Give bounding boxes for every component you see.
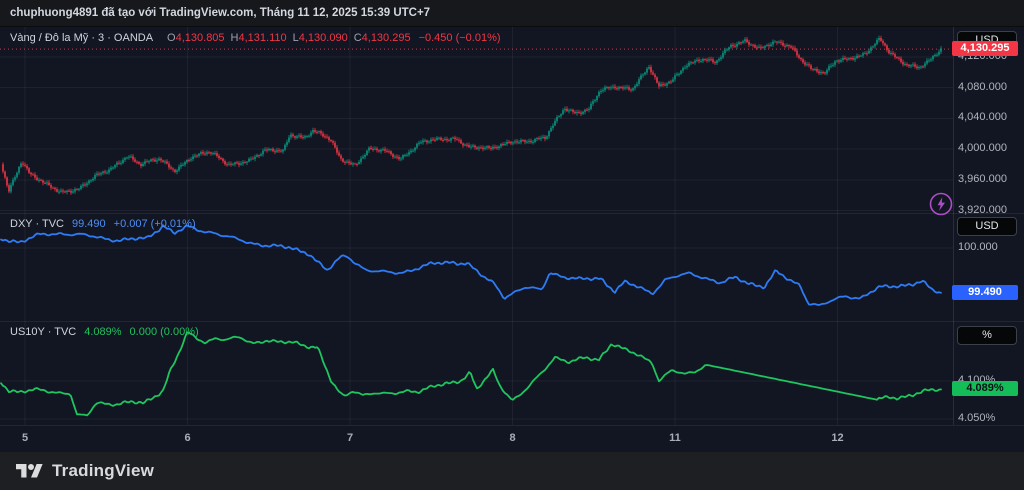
gold-legend: Vàng / Đô la Mỹ · 3 · OANDA O4,130.805 H4,… [10, 32, 501, 44]
dxy-line-plot[interactable] [0, 213, 1024, 321]
ohlc-low-key: L [292, 32, 299, 44]
footer-bar: TradingView [0, 452, 1024, 490]
attribution-bar: chuphuong4891 đã tạo với TradingView.com… [0, 0, 1024, 27]
ohlc-close-key: C [353, 32, 362, 44]
price-scale-divider [953, 27, 954, 425]
panel-divider[interactable] [0, 321, 1024, 322]
gold-price-tick-label: 3,960.000 [958, 172, 1007, 185]
ohlc-high-key: H [230, 32, 239, 44]
panel-dxy[interactable]: DXY · TVC 99.490 +0.007 (+0.01%) [0, 213, 1024, 321]
panel-gold[interactable]: Vàng / Đô la Mỹ · 3 · OANDA O4,130.805 H4,… [0, 27, 1024, 213]
gold-price-tick-label: 4,000.000 [958, 142, 1007, 155]
ohlc-high-value: 4,131.110 [238, 32, 287, 44]
lightning-icon [929, 192, 953, 216]
dxy-scale-unit-button[interactable]: USD [957, 217, 1017, 236]
boost-lightning-button[interactable] [928, 191, 954, 217]
us10y-line-plot[interactable] [0, 321, 1024, 425]
chart-area[interactable]: Vàng / Đô la Mỹ · 3 · OANDA O4,130.805 H4,… [0, 27, 1024, 452]
us10y-change: 0.000 (0.00%) [129, 326, 199, 338]
gold-symbol-title[interactable]: Vàng / Đô la Mỹ · 3 · OANDA [10, 32, 154, 44]
dxy-symbol-title[interactable]: DXY · TVC [10, 218, 64, 230]
gold-price-tick-label: 4,080.000 [958, 80, 1007, 93]
tradingview-logo-icon[interactable] [16, 461, 43, 482]
gold-change: −0.450 (−0.01%) [418, 32, 501, 44]
ohlc-close-value: 4,130.295 [361, 32, 411, 44]
us10y-scale-unit-button[interactable]: % [957, 326, 1017, 345]
time-axis[interactable]: 5 6 7 8 11 12 [0, 425, 1024, 452]
us10y-legend: US10Y · TVC 4.089% 0.000 (0.00%) [10, 326, 199, 338]
panel-divider[interactable] [0, 213, 1024, 214]
ohlc-open-value: 4,130.805 [175, 32, 225, 44]
dxy-change: +0.007 (+0.01%) [113, 218, 196, 230]
us10y-price-badge: 4.089% [952, 381, 1018, 397]
us10y-price-tick-label: 4.050% [958, 411, 996, 424]
dxy-price-tick-label: 100.000 [958, 241, 998, 254]
us10y-last-value: 4.089% [84, 326, 122, 338]
ohlc-open-key: O [167, 32, 176, 44]
dxy-last-value: 99.490 [72, 218, 106, 230]
time-axis-divider [0, 425, 1024, 426]
time-tick-label: 5 [21, 432, 29, 444]
time-tick-label: 6 [184, 432, 191, 444]
time-tick-label: 12 [831, 432, 844, 444]
time-tick-label: 7 [346, 432, 354, 444]
us10y-symbol-title[interactable]: US10Y · TVC [10, 326, 77, 338]
panel-us10y[interactable]: US10Y · TVC 4.089% 0.000 (0.00%) [0, 321, 1024, 425]
gold-price-badge: 4,130.295 [952, 41, 1018, 57]
dxy-price-badge: 99.490 [952, 284, 1018, 300]
gold-candlestick-plot[interactable] [0, 27, 1024, 213]
tradingview-wordmark[interactable]: TradingView [52, 461, 155, 480]
gold-price-tick-label: 3,920.000 [958, 203, 1007, 216]
gold-price-tick-label: 4,040.000 [958, 111, 1007, 124]
attribution-text: chuphuong4891 đã tạo với TradingView.com… [10, 7, 431, 19]
ohlc-low-value: 4,130.090 [298, 32, 348, 44]
dxy-legend: DXY · TVC 99.490 +0.007 (+0.01%) [10, 218, 196, 230]
time-tick-label: 11 [669, 432, 681, 444]
time-tick-label: 8 [509, 432, 516, 444]
